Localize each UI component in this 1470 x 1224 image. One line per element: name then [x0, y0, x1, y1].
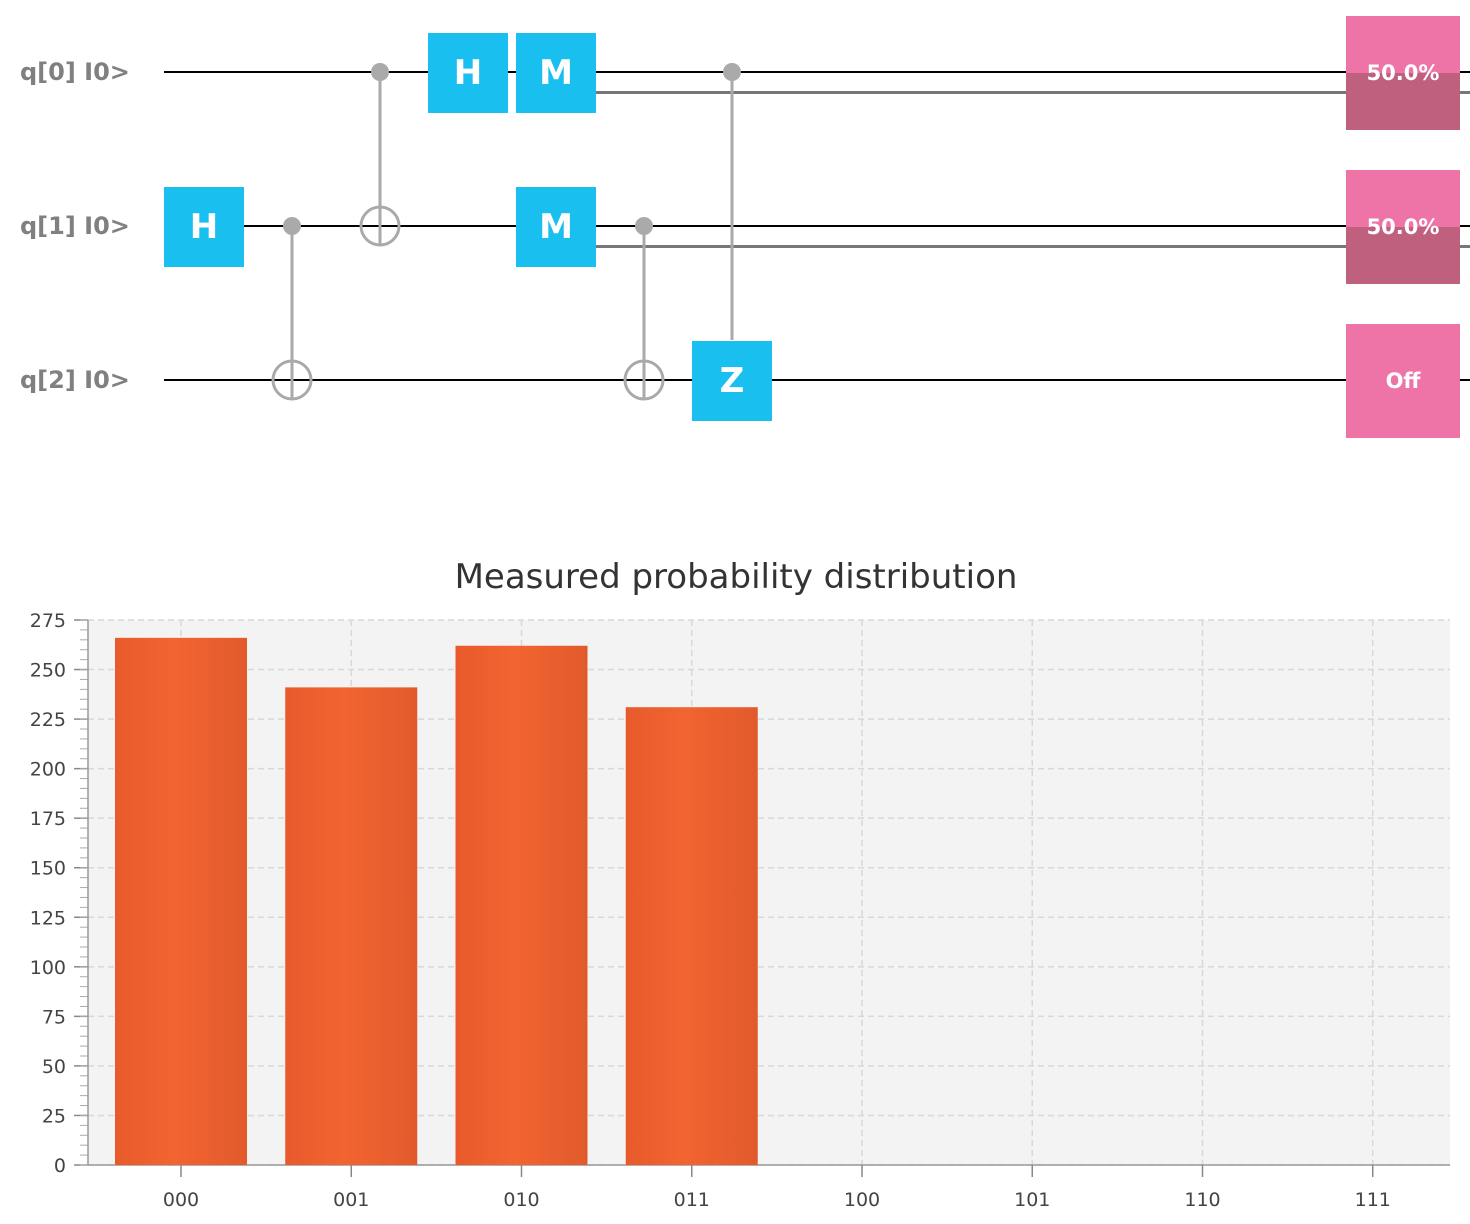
h-gate-q0[interactable]: H: [428, 33, 508, 113]
control-dot: [635, 217, 653, 235]
cz-gate-cz-0-2[interactable]: [723, 63, 741, 340]
probe-fill: [1346, 73, 1460, 130]
x-tick-label-100: 100: [844, 1189, 880, 1211]
probability-probe-q2[interactable]: Off: [1346, 324, 1460, 438]
y-tick-label: 200: [30, 759, 66, 781]
x-tick-label-110: 110: [1184, 1189, 1220, 1211]
m-gate-q0[interactable]: M: [516, 33, 596, 113]
qubit-label-0: q[0] I0>: [20, 58, 130, 86]
control-connectors: [271, 63, 741, 401]
control-dot: [283, 217, 301, 235]
y-tick-label: 275: [30, 610, 66, 632]
h-gate-q1[interactable]: H: [164, 187, 244, 267]
probe-text: 50.0%: [1366, 215, 1440, 239]
qubit-label-1: q[1] I0>: [20, 212, 130, 240]
y-tick-label: 175: [30, 808, 66, 830]
qubit-wire-0: [164, 71, 1470, 73]
probability-probe-q1[interactable]: 50.0%: [1346, 170, 1460, 284]
qubit-label-2: q[2] I0>: [20, 366, 130, 394]
x-tick-label-000: 000: [163, 1189, 199, 1211]
x-tick-label-111: 111: [1355, 1189, 1391, 1211]
classical-wire-0: [596, 91, 1470, 94]
y-tick-label: 125: [30, 907, 66, 929]
control-dot: [371, 63, 389, 81]
qubit-wire-2: [164, 379, 1470, 381]
y-tick-label: 50: [42, 1056, 66, 1078]
bar-000[interactable]: [115, 637, 247, 1165]
bar-010[interactable]: [455, 645, 588, 1165]
cnot-gate-cnot-1-2b[interactable]: [623, 217, 665, 401]
quantum-circuit: q[0] I0> q[1] I0> q[2] I0> H H M M Z 50.0% 50.0% O…: [0, 0, 1470, 470]
probe-text: 50.0%: [1366, 61, 1440, 85]
x-tick-label-001: 001: [333, 1189, 369, 1211]
bar-001[interactable]: [285, 687, 418, 1165]
y-tick-label: 25: [42, 1105, 66, 1127]
z-gate-q2[interactable]: Z: [692, 341, 772, 421]
y-tick-label: 150: [30, 858, 66, 880]
cnot-gate-cnot-1-2[interactable]: [271, 217, 313, 401]
x-tick-label-011: 011: [674, 1189, 710, 1211]
control-dot: [723, 63, 741, 81]
qubit-wire-1: [164, 225, 1470, 227]
target-circle: [271, 359, 313, 401]
target-circle: [359, 205, 401, 247]
classical-wire-1: [596, 245, 1470, 248]
y-tick-label: 100: [30, 957, 66, 979]
y-tick-label: 225: [30, 709, 66, 731]
target-circle: [623, 359, 665, 401]
y-tick-label: 250: [30, 660, 66, 682]
probability-chart: Measured probability distribution 0 25 50 7…: [30, 557, 1450, 1211]
y-tick-label: 0: [54, 1155, 66, 1177]
chart-title: Measured probability distribution: [455, 557, 1018, 597]
m-gate-q1[interactable]: M: [516, 187, 596, 267]
cnot-gate-cnot-0-1[interactable]: [359, 63, 401, 247]
probe-fill: [1346, 227, 1460, 284]
probability-probe-q0[interactable]: 50.0%: [1346, 16, 1460, 130]
bar-011[interactable]: [625, 707, 758, 1165]
y-tick-label: 75: [42, 1006, 66, 1028]
probe-text: Off: [1385, 369, 1421, 393]
x-tick-label-101: 101: [1014, 1189, 1050, 1211]
x-tick-label-010: 010: [503, 1189, 539, 1211]
